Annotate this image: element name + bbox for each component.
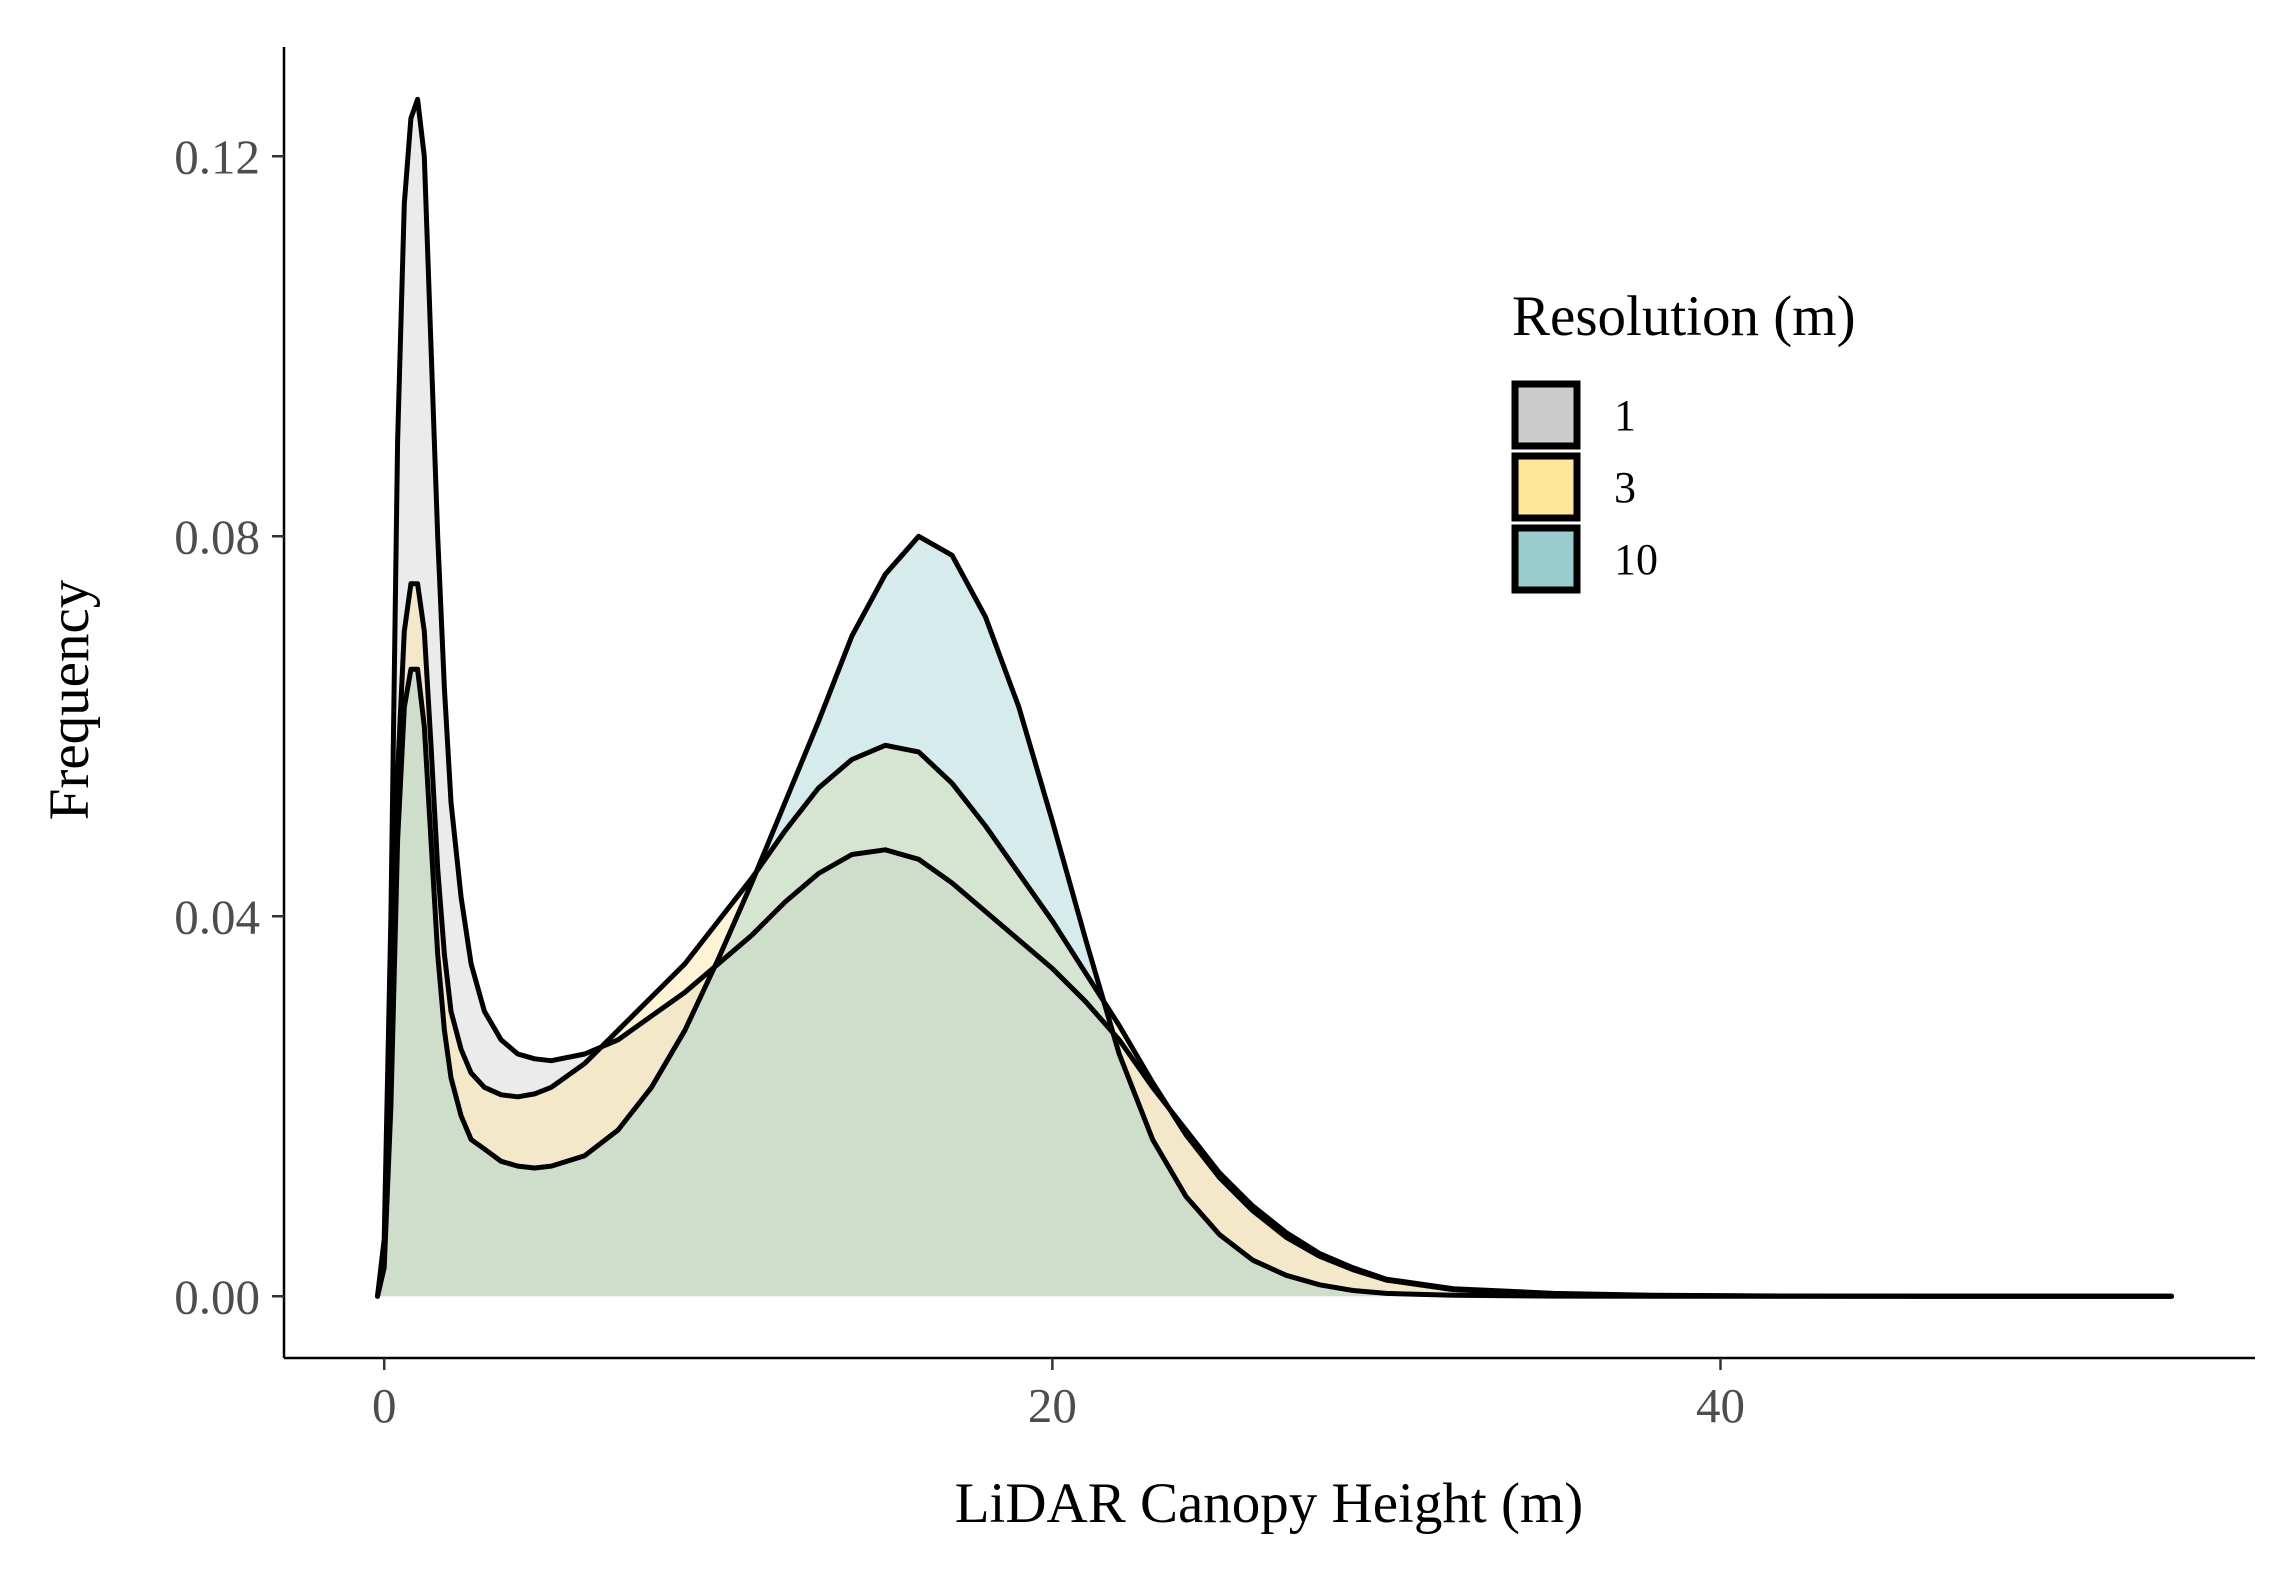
density-line-3 — [375, 581, 2174, 1299]
legend: Resolution (m) 1 3 10 — [1511, 285, 1856, 594]
x-axis-ticks: 0 20 40 — [372, 1358, 1745, 1433]
legend-label-3: 3 — [1614, 463, 1636, 512]
y-axis-ticks: 0.00 0.04 0.08 0.12 — [174, 129, 284, 1324]
x-axis-title: LiDAR Canopy Height (m) — [955, 1472, 1584, 1535]
legend-key-10 — [1511, 524, 1581, 594]
legend-items: 1 3 10 — [1511, 380, 1658, 594]
density-area-10 — [377, 536, 2172, 1297]
legend-key-1 — [1511, 380, 1581, 450]
y-tick-label: 0.12 — [174, 129, 260, 184]
density-line-10 — [375, 533, 2174, 1299]
density-outlines — [375, 96, 2174, 1299]
legend-label-1: 1 — [1614, 391, 1636, 440]
x-tick-label: 0 — [372, 1378, 397, 1433]
density-area-1 — [377, 99, 2172, 1297]
legend-title: Resolution (m) — [1512, 285, 1856, 348]
y-axis-title: Frequency — [38, 579, 101, 820]
y-tick-label: 0.04 — [174, 889, 260, 944]
x-tick-label: 20 — [1028, 1378, 1077, 1433]
legend-key-3 — [1511, 452, 1581, 522]
y-tick-label: 0.08 — [174, 509, 260, 564]
y-tick-label: 0.00 — [174, 1269, 260, 1324]
density-area-3 — [377, 583, 2172, 1297]
legend-label-10: 10 — [1614, 535, 1658, 584]
x-tick-label: 40 — [1696, 1378, 1745, 1433]
density-areas — [377, 99, 2172, 1297]
